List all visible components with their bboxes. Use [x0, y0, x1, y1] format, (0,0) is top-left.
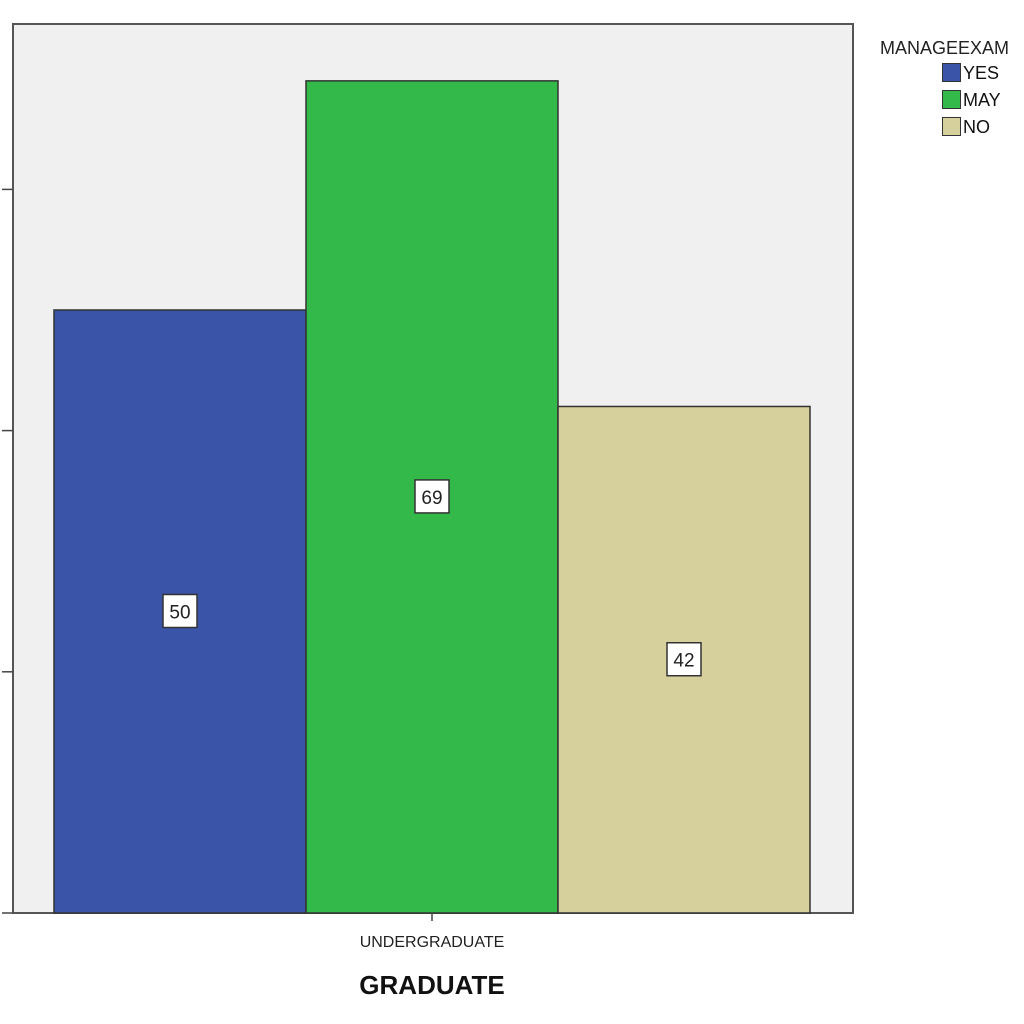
bars [53, 80, 811, 914]
data-label-box-no [666, 641, 702, 677]
data-label-box-may [414, 479, 450, 514]
data-label-no: 42 [673, 651, 694, 672]
legend-swatch-yes [942, 63, 961, 82]
legend: MANAGEEXAM YES MAY NO [880, 36, 1024, 141]
x-axis-title: GRADUATE [359, 970, 505, 1000]
legend-label-no: NO [963, 117, 990, 137]
legend-item-may: MAY [942, 87, 1024, 114]
legend-label-yes: YES [963, 63, 1000, 83]
y-axis-ticks [2, 188, 13, 914]
data-labels: 50 69 42 [162, 479, 702, 677]
legend-title: MANAGEEXAM [880, 38, 1010, 58]
data-label-may: 69 [421, 488, 442, 509]
data-label-box-yes [162, 593, 198, 629]
data-label-yes: 50 [169, 603, 190, 624]
x-tick-label: UNDERGRADUATE [360, 934, 505, 951]
legend-item-no: NO [942, 114, 1024, 141]
legend-item-yes: YES [942, 60, 1024, 87]
legend-swatch-no [942, 117, 961, 136]
legend-swatch-may [942, 90, 961, 109]
legend-label-may: MAY [963, 90, 1001, 110]
